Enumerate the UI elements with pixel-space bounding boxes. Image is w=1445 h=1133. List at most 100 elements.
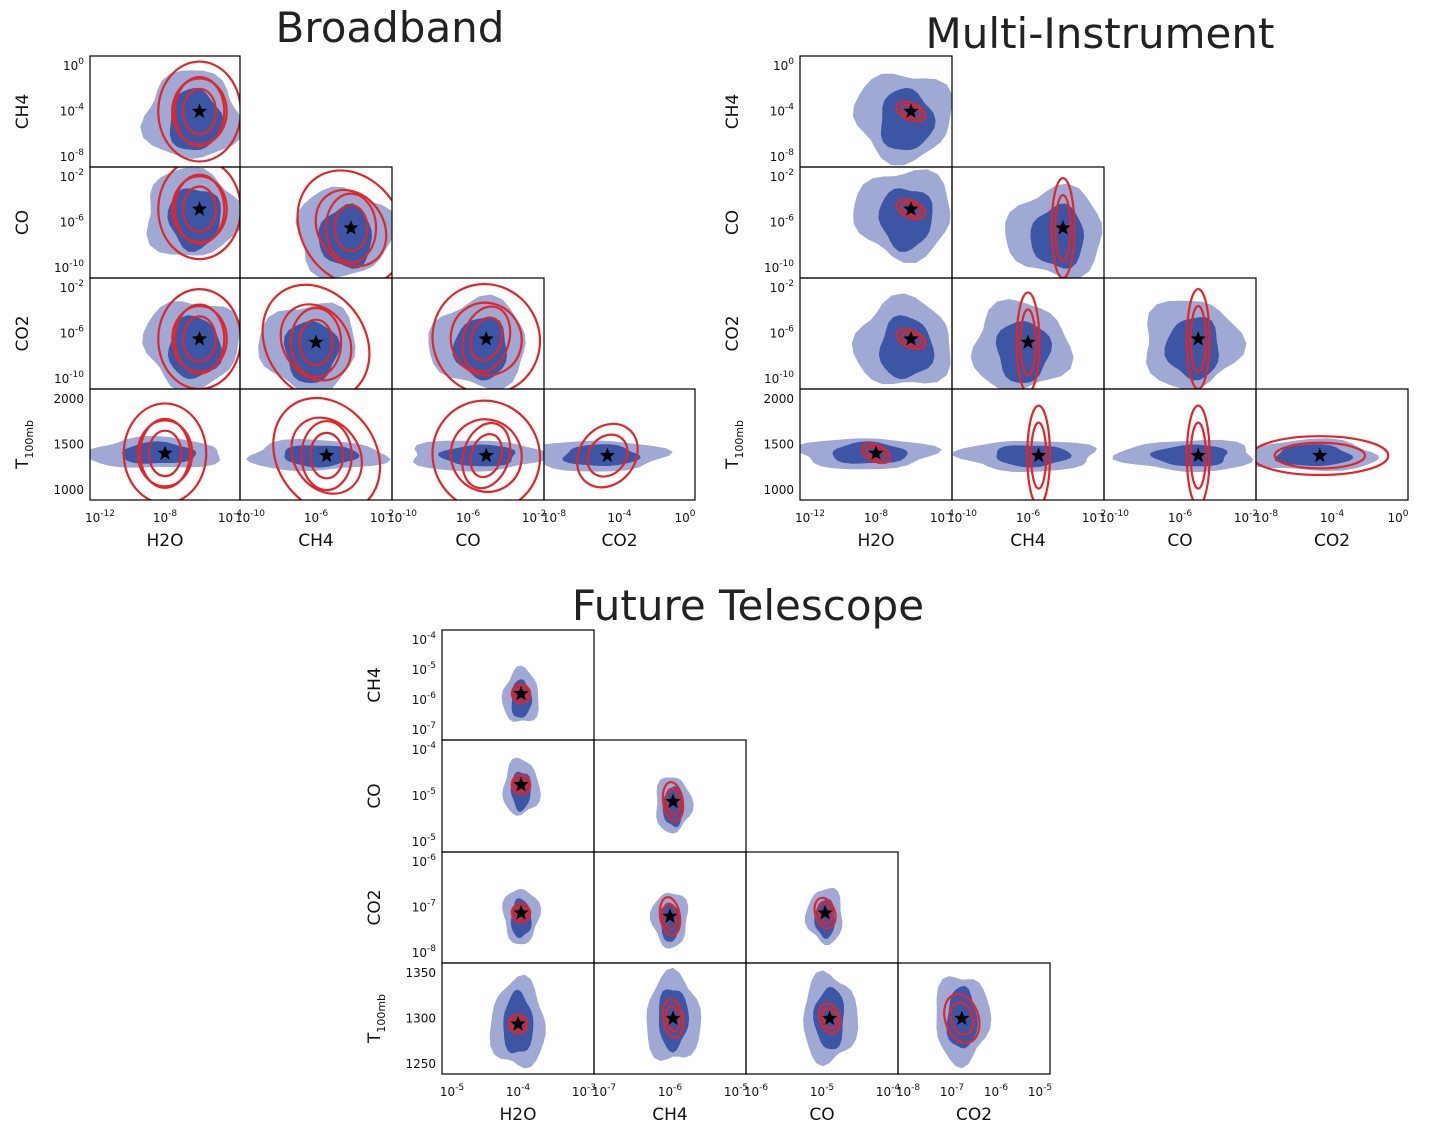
subplot-co-vs-h2o bbox=[89, 166, 241, 279]
subplot-co2-vs-ch4 bbox=[239, 277, 393, 390]
truth-star bbox=[665, 1010, 681, 1025]
subplot-co2-vs-ch4 bbox=[593, 851, 747, 964]
column-tick-label: 10-6 bbox=[744, 1083, 769, 1099]
row-tick-label: 1250 bbox=[405, 1057, 436, 1071]
column-label: CO2 bbox=[601, 531, 637, 551]
ellipse-contour bbox=[900, 104, 922, 119]
row-tick-label: 10-10 bbox=[54, 370, 84, 386]
ellipse-contour bbox=[895, 100, 927, 123]
row-tick-label: 100 bbox=[773, 57, 794, 73]
column-tick-label: 10-10 bbox=[1099, 509, 1129, 525]
ellipse-contour bbox=[314, 188, 388, 268]
truth-star bbox=[662, 908, 678, 923]
ellipse-contour bbox=[1189, 304, 1207, 374]
column-label: CH4 bbox=[652, 1105, 687, 1125]
ellipse-contour bbox=[182, 185, 217, 233]
column-tick-label: 10-6 bbox=[658, 1083, 683, 1099]
truth-star bbox=[1190, 331, 1206, 346]
column-tick-label: 10-6 bbox=[1168, 509, 1193, 525]
subplot-frame bbox=[543, 388, 696, 501]
truth-star bbox=[868, 445, 884, 460]
row-tick-label: 10-6 bbox=[412, 853, 437, 869]
row-tick-label: 10-8 bbox=[770, 148, 795, 164]
ellipse-contour bbox=[943, 993, 981, 1044]
ellipse-contour bbox=[900, 331, 922, 347]
ellipse-contour bbox=[157, 60, 240, 163]
column-tick-label: 10-3 bbox=[572, 1083, 596, 1099]
column-label: CO2 bbox=[956, 1105, 992, 1125]
contour-inner bbox=[438, 444, 516, 467]
truth-star bbox=[1190, 447, 1206, 463]
ellipse-contour bbox=[510, 683, 532, 705]
row-tick-label: 1000 bbox=[53, 483, 84, 497]
column-label: H2O bbox=[858, 531, 895, 551]
ellipse-contour bbox=[865, 445, 887, 461]
ellipse-contour bbox=[449, 418, 523, 493]
subplot-ch4-vs-h2o bbox=[799, 55, 953, 168]
ellipse-contour bbox=[173, 75, 226, 148]
subplot-co-vs-ch4 bbox=[593, 739, 747, 853]
truth-star bbox=[513, 776, 529, 792]
truth-star bbox=[903, 331, 919, 346]
ellipse-contour bbox=[461, 305, 512, 373]
ellipse-contour bbox=[136, 419, 194, 488]
ellipse-contour bbox=[298, 318, 334, 367]
panel-title: Future Telescope bbox=[572, 581, 924, 630]
column-tick-label: 10-4 bbox=[1320, 509, 1345, 525]
column-label: CO bbox=[809, 1105, 834, 1125]
subplot-frame bbox=[897, 962, 1051, 1075]
contour-inner bbox=[996, 445, 1072, 468]
subplot-t-vs-h2o bbox=[441, 962, 595, 1075]
subplot-t-vs-co2 bbox=[897, 962, 1051, 1075]
column-tick-label: 10-4 bbox=[930, 509, 955, 525]
column-tick-label: 10-8 bbox=[153, 509, 178, 525]
row-tick-label: 2000 bbox=[763, 392, 794, 406]
row-tick-label: 10-2 bbox=[60, 168, 84, 184]
ellipse-contour bbox=[1256, 435, 1390, 477]
column-tick-label: 10-6 bbox=[1016, 509, 1041, 525]
subplot-co2-vs-h2o bbox=[799, 277, 953, 390]
column-tick-label: 10-10 bbox=[947, 509, 977, 525]
row-label: T100mb bbox=[723, 420, 746, 470]
row-label: CH4 bbox=[13, 94, 33, 129]
contour-inner bbox=[562, 444, 641, 466]
ellipse-contour bbox=[658, 896, 682, 937]
ellipse-contour bbox=[431, 399, 542, 500]
column-tick-label: 10-5 bbox=[440, 1083, 464, 1099]
row-label: CO2 bbox=[13, 315, 33, 351]
ellipse-contour bbox=[510, 902, 532, 924]
column-tick-label: 10-12 bbox=[795, 509, 825, 525]
subplot-ch4-vs-h2o bbox=[89, 55, 241, 168]
ellipse-contour bbox=[171, 304, 228, 374]
contour-inner bbox=[284, 445, 360, 468]
ellipse-contour bbox=[171, 77, 228, 146]
truth-star bbox=[513, 905, 529, 920]
column-label: CO2 bbox=[1314, 531, 1350, 551]
row-label: CO bbox=[13, 210, 33, 235]
ellipse-contour bbox=[157, 167, 240, 261]
ellipse-contour bbox=[171, 175, 228, 244]
subplot-co2-vs-h2o bbox=[441, 851, 595, 964]
row-tick-label: 1500 bbox=[763, 438, 794, 452]
truth-star bbox=[599, 447, 615, 463]
row-tick-label: 10-6 bbox=[770, 214, 795, 230]
row-tick-label: 10-2 bbox=[770, 279, 794, 295]
ellipse-contour bbox=[949, 1001, 975, 1036]
column-tick-label: 10-2 bbox=[1234, 509, 1258, 525]
subplot-co-vs-ch4 bbox=[239, 166, 393, 279]
truth-star bbox=[1020, 334, 1036, 349]
ellipse-contour bbox=[173, 303, 226, 375]
truth-star bbox=[954, 1010, 970, 1025]
ellipse-contour bbox=[860, 442, 892, 465]
ellipse-contour bbox=[147, 429, 183, 478]
ellipse-contour bbox=[308, 431, 345, 480]
corner-multi-instrument: Multi-Instrument CH410010-410-8CO10-210-… bbox=[723, 9, 1409, 551]
truth-star bbox=[513, 685, 529, 701]
column-tick-label: 10-5 bbox=[724, 1083, 748, 1099]
ellipse-contour bbox=[1019, 308, 1037, 377]
ellipse-contour bbox=[1050, 177, 1076, 278]
column-tick-label: 10-2 bbox=[370, 509, 394, 525]
row-tick-label: 10-5 bbox=[412, 833, 436, 849]
column-label: H2O bbox=[500, 1105, 537, 1125]
subplot-co2-vs-co bbox=[1103, 277, 1257, 390]
